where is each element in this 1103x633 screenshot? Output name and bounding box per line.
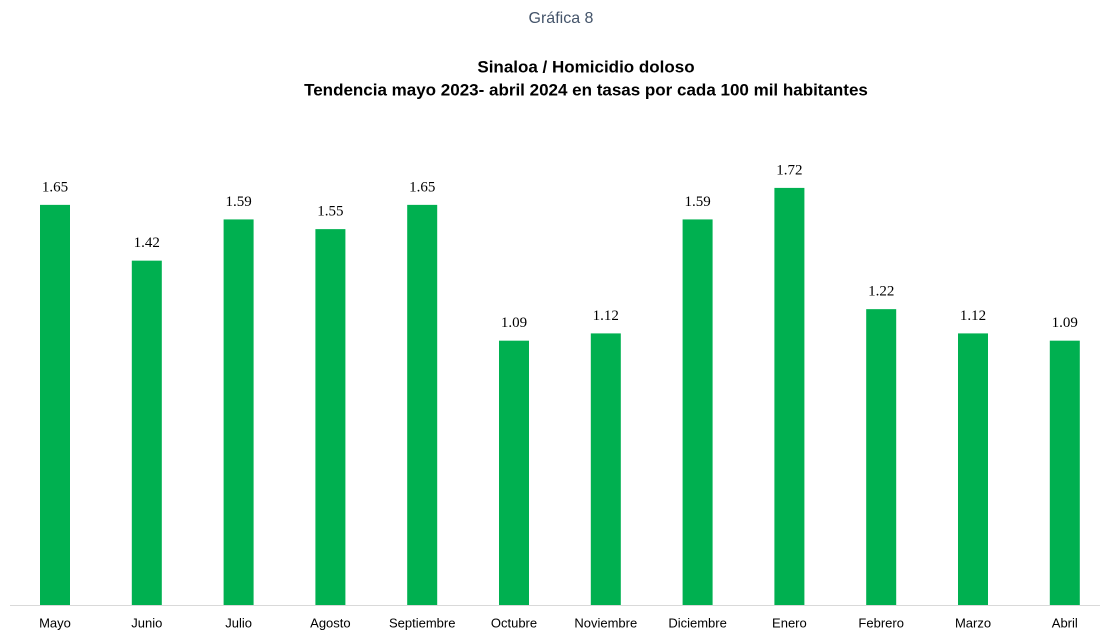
x-tick-label: Agosto [310, 615, 350, 630]
x-tick-label: Octubre [491, 615, 537, 630]
x-tick-label: Noviembre [574, 615, 637, 630]
data-label: 1.09 [1052, 315, 1078, 331]
bar [407, 204, 438, 605]
data-label: 1.65 [42, 179, 68, 195]
data-label: 1.59 [684, 194, 710, 210]
bar [1049, 340, 1080, 605]
x-tick-label: Julio [225, 615, 252, 630]
chart-subtitle: Tendencia mayo 2023- abril 2024 en tasas… [304, 80, 868, 99]
bar [958, 333, 988, 605]
bar [682, 219, 713, 606]
bar [223, 219, 254, 606]
x-tick-label: Febrero [858, 615, 904, 630]
data-label: 1.65 [409, 179, 435, 195]
x-tick-label: Abril [1052, 615, 1078, 630]
bar [499, 340, 529, 605]
bar [590, 333, 621, 605]
x-tick-label: Marzo [955, 615, 991, 630]
x-tick-label: Enero [772, 615, 807, 630]
bar [315, 229, 346, 605]
x-tick-label: Diciembre [668, 615, 727, 630]
bar [131, 260, 162, 605]
data-label: 1.12 [960, 308, 986, 324]
x-tick-label: Junio [131, 615, 162, 630]
data-label: 1.72 [776, 162, 802, 178]
data-label: 1.12 [593, 308, 619, 324]
chart-caption: Gráfica 8 [529, 10, 594, 27]
data-label: 1.42 [134, 235, 160, 251]
bar [40, 204, 70, 605]
chart-title: Sinaloa / Homicidio doloso [477, 57, 694, 76]
bar [866, 309, 897, 605]
data-label: 1.55 [317, 204, 343, 220]
x-tick-label: Septiembre [389, 615, 455, 630]
x-tick-label: Mayo [39, 615, 71, 630]
data-label: 1.59 [225, 194, 251, 210]
bar [774, 187, 805, 605]
data-label: 1.22 [868, 284, 894, 300]
data-label: 1.09 [501, 315, 527, 331]
